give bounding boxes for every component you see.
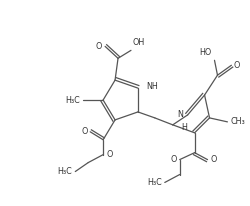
Text: O: O — [210, 155, 216, 164]
Text: O: O — [170, 155, 176, 164]
Text: O: O — [106, 150, 112, 159]
Text: H: H — [181, 123, 187, 132]
Text: H₃C: H₃C — [146, 178, 161, 187]
Text: NH: NH — [145, 82, 157, 91]
Text: O: O — [95, 42, 102, 51]
Text: H₃C: H₃C — [65, 96, 80, 104]
Text: N: N — [176, 110, 182, 119]
Text: O: O — [82, 127, 88, 136]
Text: CH₃: CH₃ — [230, 117, 244, 126]
Text: O: O — [232, 61, 239, 70]
Text: HO: HO — [198, 48, 211, 57]
Text: OH: OH — [132, 38, 145, 47]
Text: H₃C: H₃C — [57, 167, 72, 176]
